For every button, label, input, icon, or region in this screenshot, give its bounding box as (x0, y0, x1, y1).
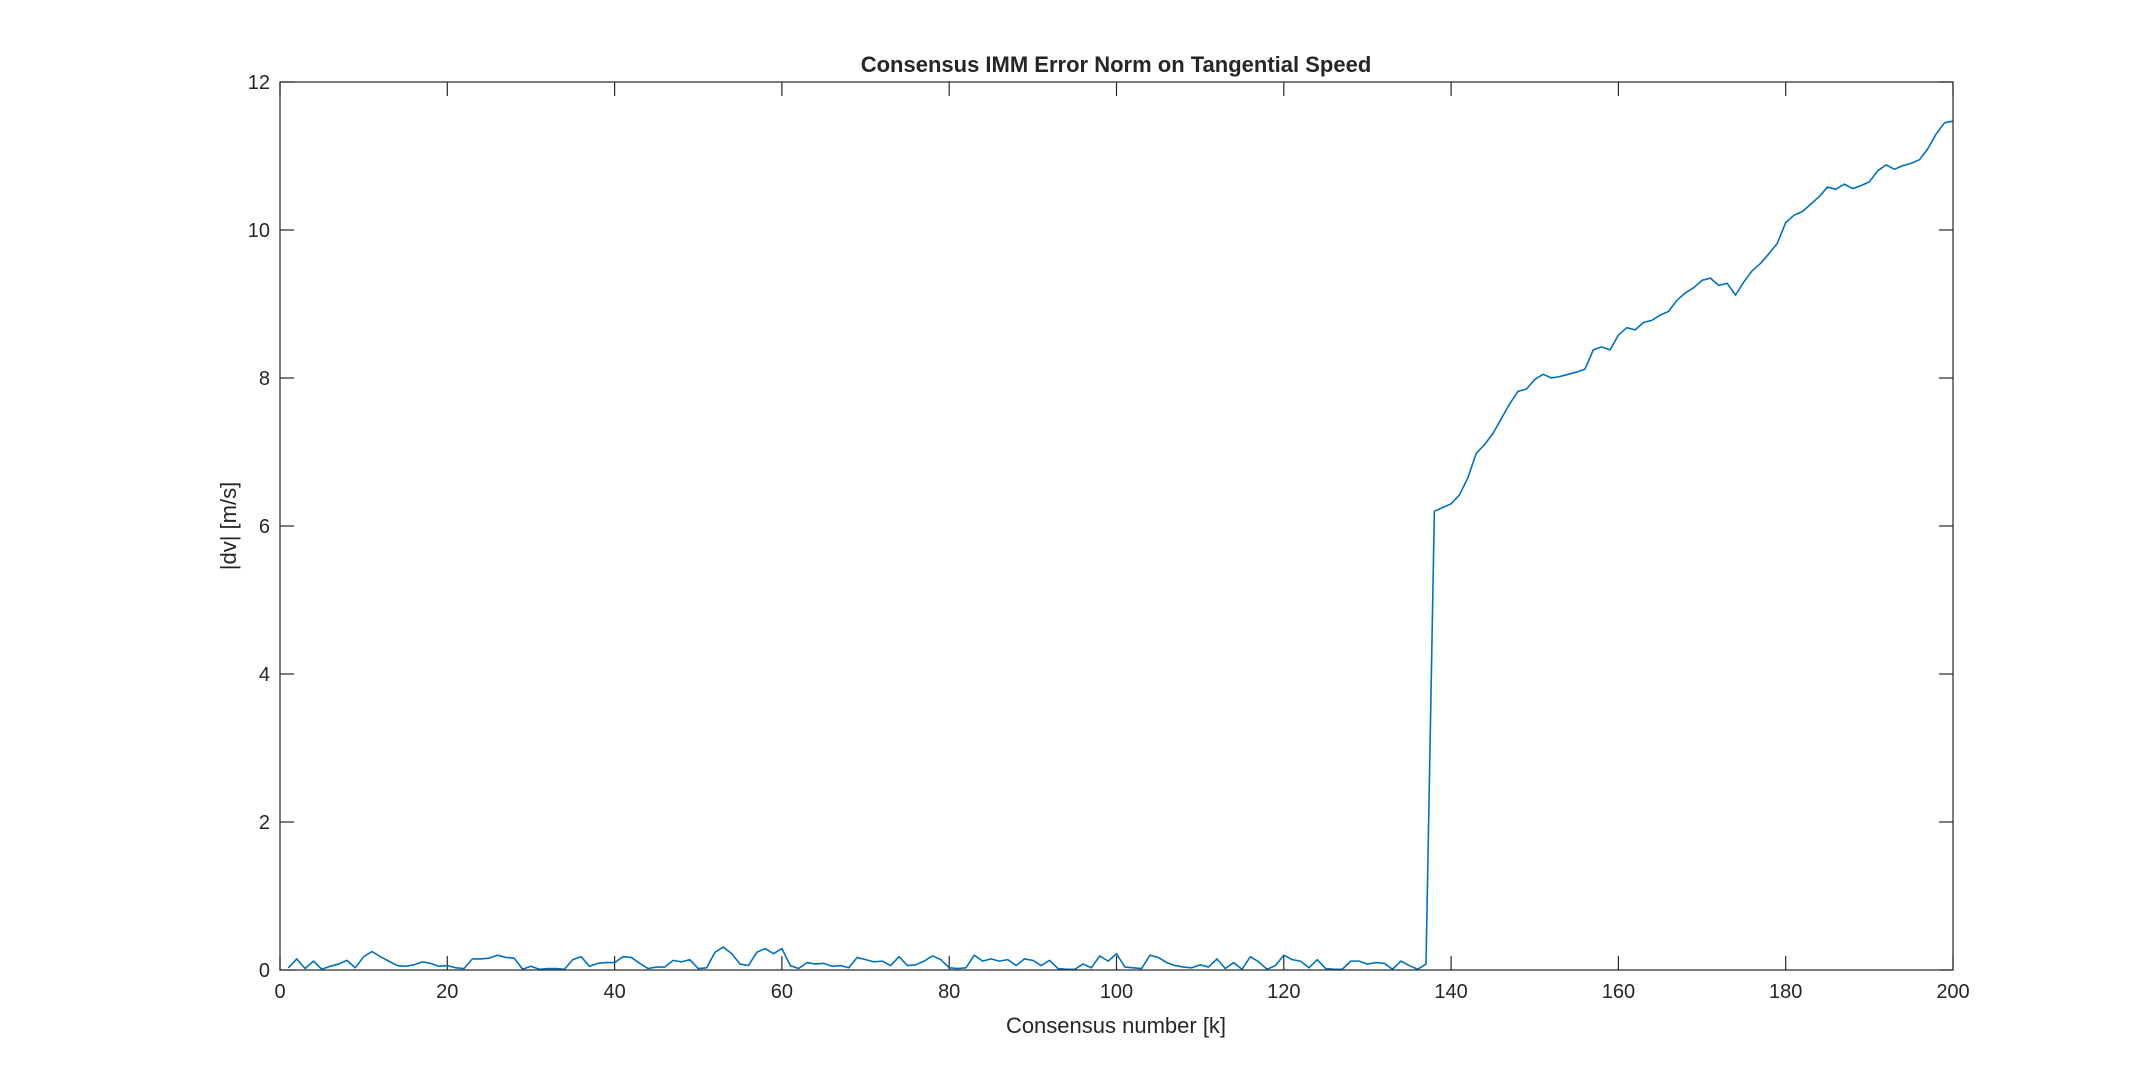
series-line (287, 120, 1954, 971)
x-tick-label: 40 (603, 981, 625, 1003)
x-tick-label: 20 (436, 981, 458, 1003)
axes-box (279, 81, 1954, 971)
x-tick-label: 100 (1100, 981, 1133, 1003)
y-axis-label: |dv| [m/s] (216, 482, 241, 570)
chart-title: Consensus IMM Error Norm on Tangential S… (861, 52, 1372, 77)
y-tick-label: 4 (259, 664, 270, 686)
y-tick-label: 2 (259, 812, 270, 834)
axis-tick-labels: 0 20 40 60 80 100 120 140 160 180 200 0 2 4 6 8 10 12 (248, 72, 1970, 1003)
y-tick-label: 6 (259, 516, 270, 538)
x-tick-label: 60 (771, 981, 793, 1003)
x-tick-label: 160 (1602, 981, 1635, 1003)
x-tick-label: 120 (1267, 981, 1300, 1003)
x-tick-label: 80 (938, 981, 960, 1003)
y-tick-label: 10 (248, 220, 270, 242)
y-tick-label: 0 (259, 960, 270, 982)
x-axis-label: Consensus number [k] (1006, 1013, 1226, 1038)
x-tick-label: 140 (1434, 981, 1467, 1003)
y-tick-label: 8 (259, 368, 270, 390)
x-tick-label: 0 (274, 981, 285, 1003)
plot-area (280, 82, 1953, 970)
x-tick-label: 200 (1936, 981, 1969, 1003)
x-tick-label: 180 (1769, 981, 1802, 1003)
y-tick-label: 12 (248, 72, 270, 94)
